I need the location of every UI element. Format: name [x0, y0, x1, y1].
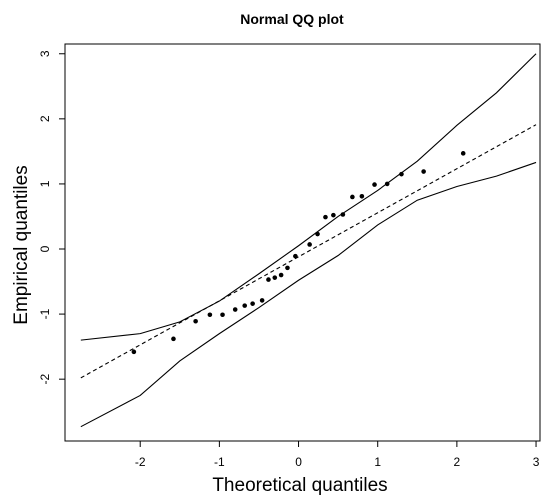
data-point: [359, 193, 365, 199]
data-point: [331, 212, 336, 218]
x-tick-label: -1: [214, 455, 225, 469]
data-point: [220, 312, 225, 318]
plot-frame: [64, 43, 541, 442]
lower-envelope-line: [80, 161, 537, 428]
x-tick-label: -2: [135, 455, 146, 469]
data-point: [285, 265, 290, 271]
data-point: [259, 298, 265, 303]
y-tick-label: 2: [38, 115, 52, 122]
data-point: [278, 272, 284, 278]
y-tick-label: 3: [38, 50, 52, 57]
x-tick-label: 3: [533, 455, 540, 469]
x-tick-label: 1: [374, 455, 381, 469]
data-point: [171, 336, 176, 342]
data-point: [232, 307, 238, 312]
plot-layer: [80, 53, 537, 428]
x-tick-label: 0: [295, 455, 302, 469]
data-point: [207, 312, 213, 318]
upper-envelope-line: [80, 53, 537, 341]
data-point: [307, 242, 312, 247]
data-point: [399, 171, 404, 177]
y-tick-label: -1: [38, 308, 52, 319]
data-point: [250, 301, 255, 306]
y-tick-label: -2: [38, 374, 52, 385]
axis-layer: -2 -1 0 1 2 3 -2 -1 0 1 2 3: [38, 50, 540, 469]
chart-title: Normal QQ plot: [240, 11, 344, 27]
x-tick-label: 2: [454, 455, 461, 469]
reference-line: [80, 124, 537, 379]
data-point: [266, 277, 271, 282]
data-point: [131, 349, 137, 355]
data-point: [372, 182, 377, 187]
data-point: [421, 169, 426, 174]
data-point: [350, 194, 355, 200]
data-point: [323, 214, 328, 220]
data-point: [340, 212, 346, 217]
y-axis-title: Empirical quantiles: [11, 165, 32, 324]
data-point: [272, 275, 278, 280]
y-tick-label: 0: [38, 245, 52, 252]
y-tick-label: 1: [38, 180, 52, 187]
x-axis-title: Theoretical quantiles: [212, 475, 387, 496]
data-point: [242, 303, 248, 308]
data-point: [193, 318, 198, 324]
data-point: [460, 151, 466, 156]
